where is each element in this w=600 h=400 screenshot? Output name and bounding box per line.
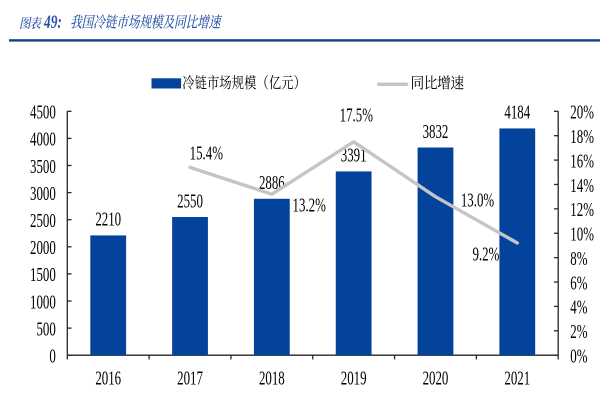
svg-text:9.2%: 9.2%	[472, 243, 499, 266]
svg-text:2210: 2210	[95, 208, 121, 231]
svg-text:10%: 10%	[570, 223, 594, 246]
svg-text:3000: 3000	[30, 182, 56, 205]
svg-text:8%: 8%	[570, 247, 587, 270]
svg-text:500: 500	[36, 318, 55, 341]
svg-text:2%: 2%	[570, 320, 587, 343]
svg-text:4%: 4%	[570, 296, 587, 319]
svg-text:6%: 6%	[570, 272, 587, 295]
svg-text:2500: 2500	[30, 209, 56, 232]
svg-text:49:: 49:	[43, 11, 62, 33]
svg-text:2018: 2018	[259, 367, 285, 390]
svg-text:2021: 2021	[504, 367, 530, 390]
svg-text:20%: 20%	[570, 101, 594, 124]
svg-text:12%: 12%	[570, 198, 594, 221]
svg-text:17.5%: 17.5%	[340, 104, 373, 127]
svg-text:4184: 4184	[504, 101, 530, 124]
svg-text:4500: 4500	[30, 101, 56, 124]
svg-text:2017: 2017	[177, 367, 203, 390]
svg-text:2016: 2016	[95, 367, 121, 390]
svg-text:18%: 18%	[570, 125, 594, 148]
svg-text:0%: 0%	[570, 345, 587, 368]
svg-text:1000: 1000	[30, 290, 56, 313]
svg-text:16%: 16%	[570, 150, 594, 173]
svg-text:2550: 2550	[177, 189, 203, 212]
svg-text:14%: 14%	[570, 174, 594, 197]
svg-text:2019: 2019	[341, 367, 367, 390]
svg-text:3500: 3500	[30, 155, 56, 178]
svg-text:3391: 3391	[341, 144, 367, 167]
svg-text:4000: 4000	[30, 128, 56, 151]
svg-text:3832: 3832	[423, 120, 449, 143]
svg-text:13.0%: 13.0%	[461, 189, 494, 212]
svg-text:0: 0	[49, 345, 55, 368]
svg-text:1500: 1500	[30, 263, 56, 286]
svg-text:2020: 2020	[423, 367, 449, 390]
svg-text:13.2%: 13.2%	[293, 194, 326, 217]
svg-text:2000: 2000	[30, 236, 56, 259]
svg-text:15.4%: 15.4%	[190, 142, 223, 165]
